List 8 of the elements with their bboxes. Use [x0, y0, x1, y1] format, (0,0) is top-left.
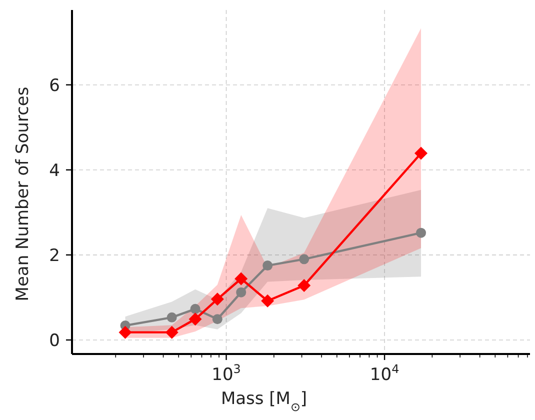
x-axis-title: Mass [M$_{⊙}$] [220, 389, 308, 414]
y-tick-label: 6 [49, 76, 60, 96]
y-tick-label: 0 [49, 330, 60, 351]
x-tick-label: 10$^{4}$ [370, 362, 400, 385]
y-axis-title: Mean Number of Sources [13, 86, 33, 302]
y-tick-label: 2 [49, 246, 60, 266]
x-tick-label: 10$^{3}$ [212, 362, 241, 385]
y-tick-label: 4 [49, 160, 60, 181]
